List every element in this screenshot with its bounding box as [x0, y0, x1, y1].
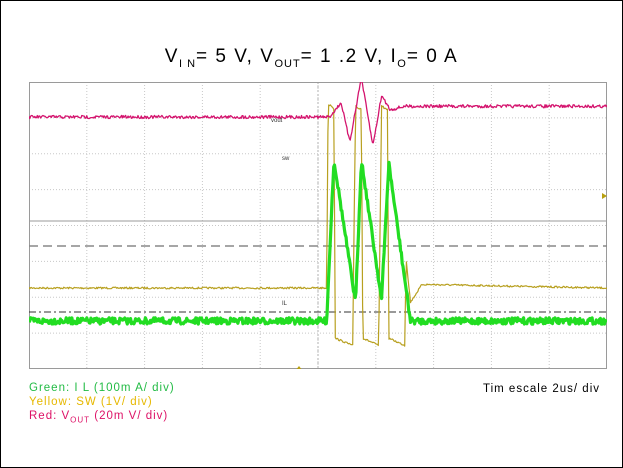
timescale-label: Tim escale 2us/ div	[483, 383, 600, 395]
title-io-symbol: I	[390, 46, 398, 67]
vout-channel-tag: vout	[271, 118, 283, 124]
trace-sw-yellow	[29, 104, 607, 347]
grid	[29, 82, 607, 369]
title-vout-symbol: V	[260, 46, 275, 67]
title-vin-value: = 5 V,	[196, 46, 254, 67]
legend-red-subscript: OUT	[70, 415, 91, 425]
legend-red: Red: VOUT (20m V/ div)	[29, 410, 168, 424]
title-vout-subscript: OUT	[274, 57, 301, 70]
il-channel-tag: IL	[282, 301, 288, 307]
legend-yellow: Yellow: SW (1V/ div)	[29, 396, 153, 408]
title-vin-subscript: I N	[178, 57, 197, 70]
legend-green: Green: I L (100m A/ div)	[29, 382, 175, 394]
grid-border	[29, 82, 607, 369]
legend-red-prefix: Red: V	[29, 410, 71, 422]
traces	[29, 82, 607, 347]
sw-channel-tag: sw	[282, 156, 290, 162]
title-vout-value: = 1 .2 V,	[300, 46, 384, 67]
title-vin-symbol: V	[164, 46, 179, 67]
trace-il-green	[29, 160, 607, 326]
trace-vout-red	[29, 82, 607, 144]
title-io-subscript: O	[397, 57, 407, 70]
trigger-level-marker	[602, 193, 607, 199]
title-io-value: = 0 A	[406, 46, 459, 67]
trigger-time-marker	[296, 366, 302, 369]
chart-title: VI N= 5 V, VOUT= 1 .2 V, IO= 0 A	[0, 46, 623, 70]
oscilloscope-plot: vout sw IL	[29, 82, 607, 369]
legend-red-suffix: (20m V/ div)	[90, 410, 169, 422]
